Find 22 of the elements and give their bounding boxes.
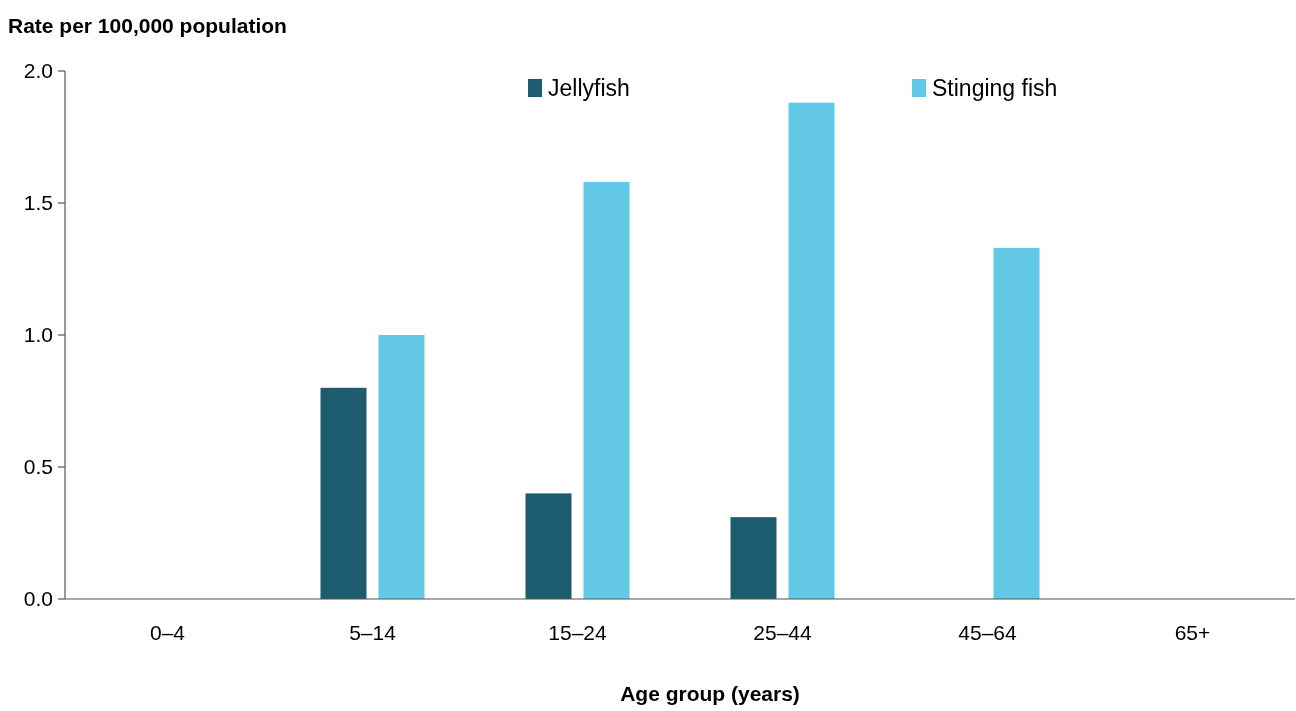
x-tick-label: 25–44	[753, 621, 813, 644]
y-tick-label: 1.0	[23, 323, 53, 347]
bar	[788, 102, 835, 599]
x-tick-label: 65+	[1174, 621, 1211, 644]
bar	[320, 387, 367, 599]
x-tick-label: 15–24	[548, 621, 608, 644]
y-tick-label: 0.5	[23, 455, 53, 479]
bar	[730, 517, 777, 599]
y-tick-label: 2.0	[23, 59, 53, 83]
bar	[378, 335, 425, 599]
bar	[525, 493, 572, 599]
x-tick-label: 45–64	[958, 621, 1018, 644]
bar	[583, 181, 630, 599]
x-axis-title: Age group (years)	[620, 682, 800, 705]
y-tick-label: 0.0	[23, 587, 53, 611]
legend-label: Jellyfish	[548, 75, 630, 102]
x-tick-label: 5–14	[349, 621, 397, 644]
x-tick-label: 0–4	[149, 621, 186, 644]
bar	[993, 247, 1040, 599]
y-tick-label: 1.5	[23, 191, 53, 215]
legend-label: Stinging fish	[932, 75, 1058, 102]
y-axis-title: Rate per 100,000 population	[8, 14, 287, 37]
